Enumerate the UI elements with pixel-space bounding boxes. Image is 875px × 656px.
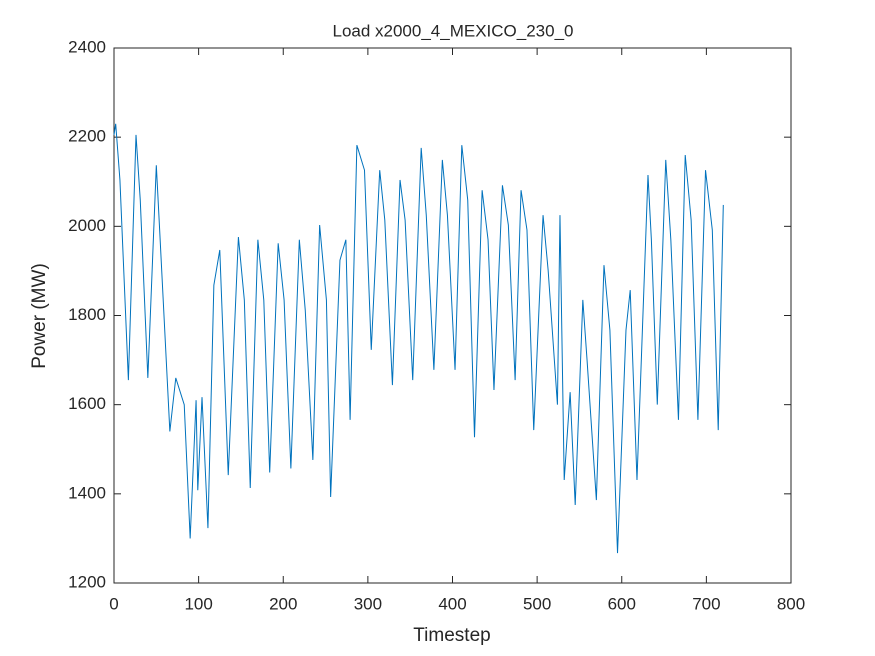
x-tick-label: 500 — [523, 594, 551, 613]
y-tick-label: 1600 — [68, 394, 106, 413]
x-tick-label: 0 — [109, 594, 118, 613]
x-tick-label: 300 — [354, 594, 382, 613]
axes-box — [113, 47, 792, 584]
x-tick-label: 200 — [269, 594, 297, 613]
chart-title: Load x2000_4_MEXICO_230_0 — [332, 21, 573, 40]
y-axis-label: Power (MW) — [29, 263, 50, 369]
y-tick-label: 2200 — [68, 127, 106, 146]
x-axis-label: Timestep — [413, 625, 490, 646]
x-tick-label: 600 — [608, 594, 636, 613]
x-tick-label: 700 — [692, 594, 720, 613]
y-tick-label: 2400 — [68, 37, 106, 56]
y-tick-label: 1400 — [68, 483, 106, 502]
line-series — [113, 123, 724, 554]
x-tick-label: 400 — [438, 594, 466, 613]
x-tick-label: 800 — [777, 594, 805, 613]
y-tick-label: 1200 — [68, 572, 106, 591]
x-tick-label: 100 — [184, 594, 212, 613]
y-tick-label: 2000 — [68, 216, 106, 235]
y-tick-label: 1800 — [68, 305, 106, 324]
